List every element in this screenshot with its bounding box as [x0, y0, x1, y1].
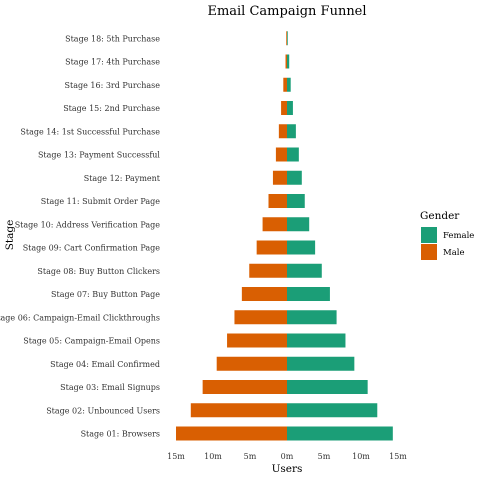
- bar-male: [286, 31, 287, 46]
- y-tick-label: Stage 18: 5th Purchase: [65, 34, 160, 43]
- bar-male: [249, 263, 287, 278]
- bar-male: [272, 170, 287, 185]
- bar-female: [287, 333, 346, 348]
- y-tick-label: Stage 17: 4th Purchase: [65, 58, 160, 67]
- bar-female: [287, 217, 310, 232]
- legend-swatch-male: [421, 244, 437, 260]
- bar-male: [216, 356, 287, 371]
- bar-male: [241, 287, 287, 301]
- x-tick-label: 10m: [352, 452, 370, 461]
- bar-male: [275, 147, 287, 162]
- bar-male: [256, 240, 287, 255]
- bar-female: [287, 426, 393, 441]
- y-tick-label: Stage 14: 1st Successful Purchase: [20, 127, 160, 136]
- x-tick-label: 5m: [318, 452, 331, 461]
- legend: Gender Female Male: [420, 210, 474, 260]
- bar-female: [287, 31, 288, 46]
- bar-male: [278, 124, 287, 139]
- y-tick-label: Stage 07: Buy Button Page: [51, 290, 160, 299]
- bar-male: [281, 101, 287, 115]
- bar-female: [287, 263, 322, 278]
- legend-label-male: Male: [443, 248, 465, 258]
- bar-female: [287, 287, 330, 301]
- y-tick-label: Stage 02: Unbounced Users: [46, 406, 160, 415]
- y-tick-label: Stage 13: Payment Successful: [38, 151, 160, 160]
- bar-male: [262, 217, 287, 232]
- y-tick-label: Stage 08: Buy Button Clickers: [37, 267, 160, 276]
- bar-male: [268, 194, 287, 208]
- y-tick-labels: Stage 01: Browsers Stage 02: Unbounced Us…: [0, 34, 161, 438]
- x-axis-title: Users: [272, 463, 303, 475]
- bar-female: [287, 77, 291, 92]
- bar-male: [176, 426, 287, 441]
- x-tick-label: 10m: [204, 452, 222, 461]
- legend-label-female: Female: [443, 231, 474, 241]
- bar-female: [287, 124, 296, 139]
- bar-male: [190, 403, 287, 418]
- bar-female: [287, 356, 355, 371]
- bar-male: [283, 77, 287, 92]
- y-tick-label: Stage 11: Submit Order Page: [41, 197, 160, 206]
- bar-male: [234, 310, 287, 325]
- y-tick-label: Stage 12: Payment: [84, 174, 161, 183]
- bar-male: [227, 333, 287, 348]
- y-tick-label: Stage 16: 3rd Purchase: [65, 81, 161, 90]
- bar-female: [287, 403, 378, 418]
- bar-male: [285, 54, 287, 69]
- y-tick-label: Stage 05: Campaign-Email Opens: [23, 337, 160, 346]
- x-tick-label: 5m: [244, 452, 257, 461]
- bar-female: [287, 310, 337, 325]
- y-tick-label: Stage 03: Email Signups: [60, 383, 160, 392]
- y-tick-label: Stage 01: Browsers: [81, 430, 160, 439]
- y-tick-label: Stage 04: Email Confirmed: [50, 360, 160, 369]
- bar-female: [287, 380, 368, 394]
- y-tick-label: Stage 06: Campaign-Email Clickthroughs: [0, 313, 160, 322]
- bar-male: [202, 380, 287, 394]
- y-tick-label: Stage 10: Address Verification Page: [15, 220, 161, 229]
- bar-female: [287, 54, 290, 69]
- x-tick-label: 15m: [167, 452, 185, 461]
- y-tick-label: Stage 15: 2nd Purchase: [63, 104, 160, 113]
- legend-title: Gender: [420, 210, 460, 222]
- bar-female: [287, 147, 299, 162]
- bar-female: [287, 101, 293, 115]
- x-tick-labels: 15m 10m 5m 0m 5m 10m 15m: [167, 452, 407, 461]
- chart-title: Email Campaign Funnel: [207, 4, 366, 19]
- bars-group: [176, 31, 393, 441]
- y-tick-label: Stage 09: Cart Confirmation Page: [23, 244, 161, 253]
- bar-female: [287, 240, 316, 255]
- y-axis-title: Stage: [4, 220, 16, 251]
- x-tick-label: 15m: [389, 452, 407, 461]
- bar-female: [287, 170, 302, 185]
- bar-female: [287, 194, 305, 208]
- legend-swatch-female: [421, 227, 437, 243]
- x-tick-label: 0m: [281, 452, 294, 461]
